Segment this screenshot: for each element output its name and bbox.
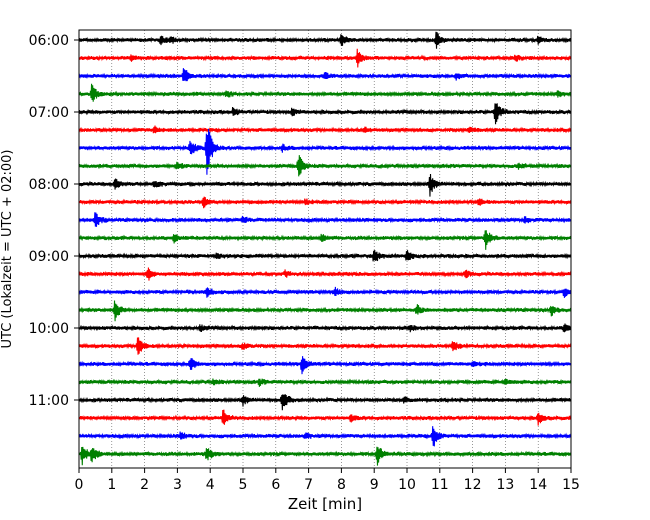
trace-0945 xyxy=(78,300,572,322)
x-axis-title: Zeit [min] xyxy=(288,495,362,513)
trace-0915 xyxy=(78,267,572,281)
plot-frame xyxy=(78,29,572,469)
trace-0830 xyxy=(78,212,572,227)
trace-1100 xyxy=(78,393,572,411)
trace-0900 xyxy=(78,249,572,262)
trace-1030 xyxy=(78,356,572,375)
trace-0630 xyxy=(78,68,572,82)
trace-0745 xyxy=(78,155,572,177)
trace-1115 xyxy=(78,409,572,426)
trace-0645 xyxy=(78,83,572,102)
x-tick-label: 9 xyxy=(370,477,379,493)
trace-0700 xyxy=(78,103,572,125)
x-tick-label: 2 xyxy=(140,477,149,493)
x-tick-label: 15 xyxy=(562,477,580,493)
trace-1145 xyxy=(78,446,572,466)
x-tick-label: 12 xyxy=(464,477,482,493)
y-axis-title: UTC (Lokalzeit = UTC + 02:00) xyxy=(0,150,15,349)
x-tick-label: 7 xyxy=(304,477,313,493)
x-tick-label: 13 xyxy=(496,477,514,493)
y-tick-label: 06:00 xyxy=(29,33,69,49)
x-tick-label: 11 xyxy=(431,477,449,493)
trace-0730 xyxy=(78,128,572,175)
x-tick-label: 8 xyxy=(337,477,346,493)
trace-1015 xyxy=(78,337,572,355)
y-axis-ticks: 06:00 07:00 08:00 09:00 10:00 11:00 xyxy=(29,33,79,409)
trace-0815 xyxy=(78,196,572,209)
seismic-traces xyxy=(78,31,572,466)
trace-0930 xyxy=(78,286,572,298)
x-axis-ticks: 0 1 2 3 4 5 6 7 8 9 10 11 12 13 14 15 xyxy=(75,468,580,493)
x-tick-label: 14 xyxy=(529,477,547,493)
x-tick-label: 10 xyxy=(398,477,416,493)
trace-1000 xyxy=(78,323,572,333)
trace-0715 xyxy=(78,125,572,134)
trace-0800 xyxy=(78,174,572,197)
y-tick-label: 08:00 xyxy=(29,177,69,193)
trace-0615 xyxy=(78,48,572,68)
y-tick-label: 07:00 xyxy=(29,105,69,121)
trace-1045 xyxy=(78,378,572,387)
x-tick-label: 3 xyxy=(173,477,182,493)
trace-1130 xyxy=(78,426,572,447)
y-tick-label: 11:00 xyxy=(29,393,69,409)
x-tick-label: 1 xyxy=(107,477,116,493)
trace-0845 xyxy=(78,230,572,250)
x-tick-label: 5 xyxy=(239,477,248,493)
y-tick-label: 10:00 xyxy=(29,321,69,337)
trace-0600 xyxy=(78,31,572,49)
grid-lines xyxy=(111,30,539,468)
y-tick-label: 09:00 xyxy=(29,249,69,265)
x-tick-label: 6 xyxy=(271,477,280,493)
x-tick-label: 4 xyxy=(206,477,215,493)
x-tick-label: 0 xyxy=(75,477,84,493)
